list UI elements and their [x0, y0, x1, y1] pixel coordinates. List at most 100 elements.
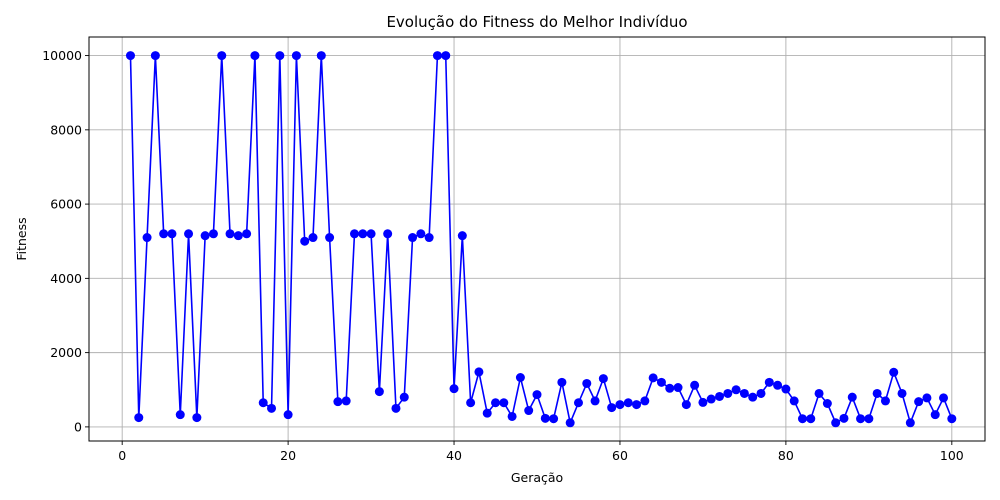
- data-point: [648, 373, 658, 383]
- data-point: [930, 410, 940, 420]
- data-point: [864, 414, 874, 424]
- data-point: [764, 377, 774, 387]
- data-point: [474, 367, 484, 377]
- data-point: [217, 51, 227, 61]
- data-point: [673, 383, 683, 393]
- data-point: [200, 231, 210, 241]
- data-point: [557, 377, 567, 387]
- data-point: [441, 51, 451, 61]
- data-point: [374, 387, 384, 397]
- data-point: [167, 229, 177, 239]
- data-point: [366, 229, 376, 239]
- data-point: [358, 229, 368, 239]
- data-point: [491, 398, 501, 408]
- data-point: [623, 398, 633, 408]
- data-point: [872, 388, 882, 398]
- x-axis-label: Geração: [511, 470, 563, 485]
- data-point: [698, 397, 708, 407]
- data-point: [914, 397, 924, 407]
- data-point: [739, 388, 749, 398]
- data-point: [814, 388, 824, 398]
- data-point: [690, 380, 700, 390]
- data-point: [308, 233, 318, 243]
- data-point: [582, 378, 592, 388]
- x-tick-label: 100: [940, 448, 964, 463]
- data-point: [333, 397, 343, 407]
- data-point: [939, 393, 949, 403]
- data-point: [615, 400, 625, 410]
- data-point: [175, 410, 185, 420]
- data-point: [656, 377, 666, 387]
- data-point: [341, 396, 351, 406]
- data-point: [515, 373, 525, 383]
- data-point: [291, 51, 301, 61]
- x-tick-label: 60: [612, 448, 628, 463]
- data-point: [756, 388, 766, 398]
- data-point: [208, 229, 218, 239]
- data-point: [325, 233, 335, 243]
- data-point: [349, 229, 359, 239]
- data-point: [723, 388, 733, 398]
- data-point: [482, 408, 492, 418]
- data-point: [565, 418, 575, 428]
- y-tick-label: 2000: [50, 345, 82, 360]
- y-tick-label: 4000: [50, 271, 82, 286]
- data-point: [258, 398, 268, 408]
- y-tick-label: 10000: [42, 48, 82, 63]
- data-point: [598, 374, 608, 384]
- data-point: [847, 392, 857, 402]
- data-point: [383, 229, 393, 239]
- data-point: [532, 390, 542, 400]
- data-point: [797, 414, 807, 424]
- data-point: [856, 414, 866, 424]
- y-tick-label: 0: [74, 419, 82, 434]
- grid-layer: [89, 37, 985, 441]
- data-point: [897, 388, 907, 398]
- data-point: [540, 413, 550, 423]
- data-point: [424, 233, 434, 243]
- y-tick-label: 8000: [50, 122, 82, 137]
- data-point: [408, 233, 418, 243]
- data-point: [225, 229, 235, 239]
- data-point: [748, 392, 758, 402]
- tick-layer: 0 20 40 60 80 100 0 2000 4000 6000 8000 10000: [42, 48, 964, 463]
- data-point: [391, 403, 401, 413]
- data-point: [839, 413, 849, 423]
- data-point: [142, 233, 152, 243]
- series-layer: [125, 51, 957, 428]
- series-line: [129, 54, 953, 424]
- data-point: [632, 400, 642, 410]
- y-axis-label: Fitness: [14, 217, 29, 260]
- data-point: [773, 380, 783, 390]
- data-point: [806, 414, 816, 424]
- data-point: [283, 410, 293, 420]
- data-point: [275, 51, 285, 61]
- data-point: [416, 229, 426, 239]
- data-point: [192, 413, 202, 423]
- data-point: [947, 414, 957, 424]
- data-point: [831, 418, 841, 428]
- x-tick-label: 20: [280, 448, 296, 463]
- data-point: [681, 400, 691, 410]
- data-point: [507, 411, 517, 421]
- data-point: [457, 231, 467, 241]
- data-point: [715, 391, 725, 401]
- data-point: [524, 406, 534, 416]
- data-point: [233, 231, 243, 241]
- data-point: [300, 236, 310, 246]
- data-point: [125, 51, 135, 61]
- data-point: [150, 51, 160, 61]
- x-tick-label: 40: [446, 448, 462, 463]
- data-point: [781, 384, 791, 394]
- data-point: [889, 367, 899, 377]
- data-point: [549, 414, 559, 424]
- x-tick-label: 0: [118, 448, 126, 463]
- plot-frame: [88, 36, 986, 442]
- data-point: [590, 396, 600, 406]
- data-point: [499, 398, 509, 408]
- data-point: [573, 398, 583, 408]
- data-point: [449, 384, 459, 394]
- y-tick-label: 6000: [50, 197, 82, 212]
- data-point: [242, 229, 252, 239]
